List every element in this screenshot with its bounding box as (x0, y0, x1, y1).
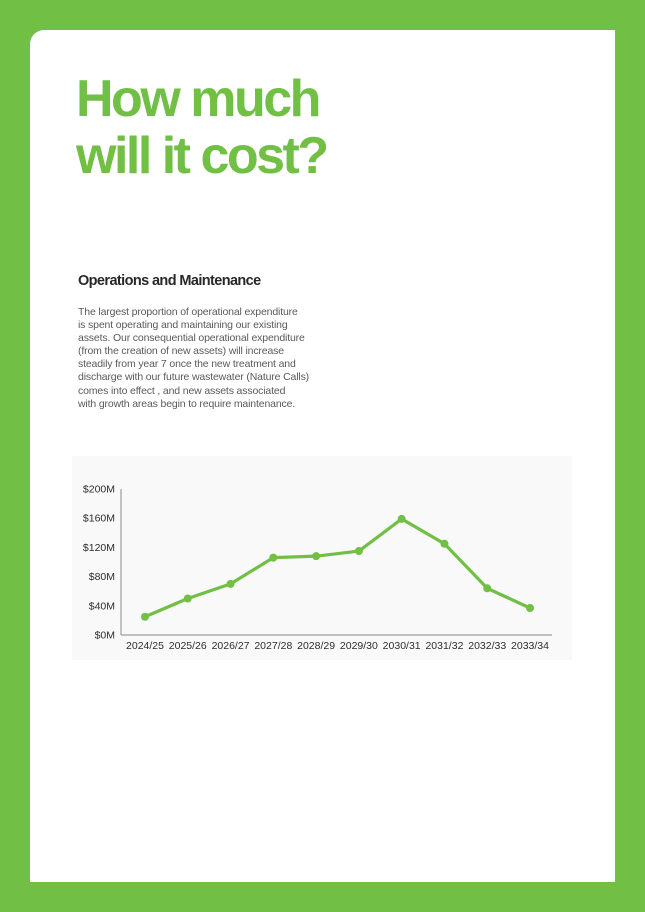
y-tick-label: $0M (95, 630, 115, 642)
data-point-marker (269, 553, 278, 562)
page-title: How much will it cost? (76, 70, 329, 185)
data-point-marker (312, 552, 321, 561)
x-tick-label: 2030/31 (383, 640, 421, 652)
x-tick-label: 2024/25 (126, 640, 164, 652)
x-tick-label: 2029/30 (340, 640, 378, 652)
x-tick-label: 2028/29 (297, 640, 335, 652)
y-tick-label: $40M (89, 600, 115, 612)
y-tick-label: $120M (83, 542, 115, 554)
data-point-marker (397, 514, 406, 523)
x-tick-label: 2025/26 (169, 640, 207, 652)
data-point-marker (141, 612, 149, 621)
expenditure-line (143, 517, 532, 619)
section-body-text: The largest proportion of operational ex… (78, 306, 310, 410)
data-point-marker (483, 584, 492, 593)
x-tick-label: 2033/34 (511, 640, 549, 652)
y-tick-label: $80M (89, 571, 115, 583)
section-heading: Operations and Maintenance (78, 273, 261, 289)
y-tick-label: $160M (83, 513, 115, 525)
data-point-marker (226, 579, 235, 588)
chart-panel: $0M $40M $80M $120M $160M $200M 2024/25 2025/26… (72, 456, 572, 660)
x-tick-label: 2032/33 (468, 640, 506, 652)
x-tick-label: 2027/28 (254, 640, 292, 652)
x-tick-label: 2031/32 (425, 640, 463, 652)
y-tick-label: $200M (83, 484, 115, 496)
data-point-marker (440, 539, 449, 548)
data-point-marker (354, 547, 363, 556)
x-tick-label: 2026/27 (212, 640, 250, 652)
data-point-marker (526, 603, 534, 612)
data-point-marker (183, 594, 192, 603)
page-content-area: How much will it cost? Operations and Ma… (30, 30, 615, 882)
expenditure-line-chart: $0M $40M $80M $120M $160M $200M 2024/25 2025/26… (83, 484, 552, 652)
